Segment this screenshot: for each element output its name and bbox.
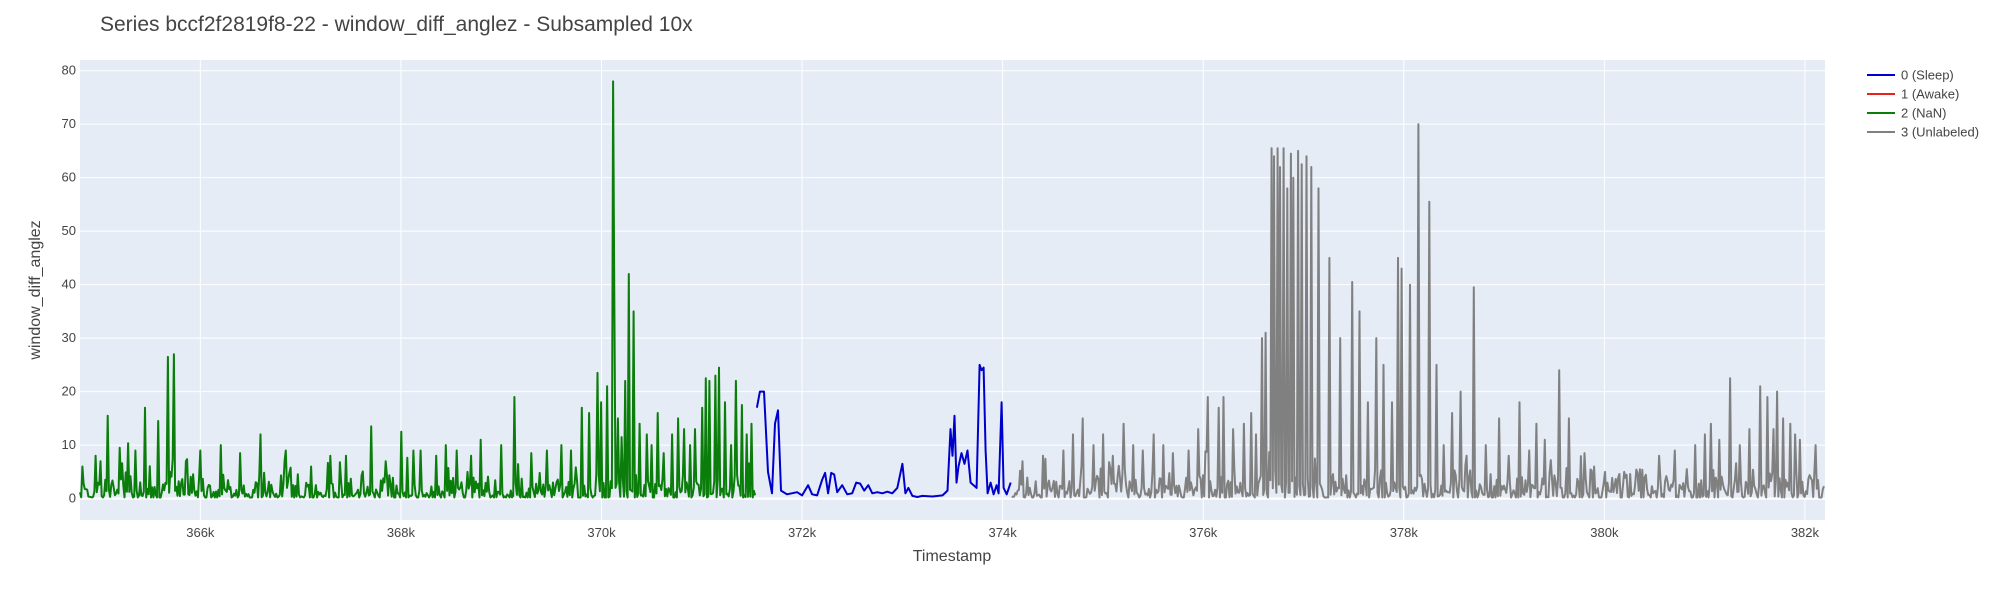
y-axis-ticks: 0 10 20 30 40 50 60 70 80 [62,63,76,506]
legend: 0 (Sleep) 1 (Awake) 2 (NaN) 3 (Unlabeled) [1867,68,1979,140]
legend-label-3[interactable]: 3 (Unlabeled) [1901,125,1979,140]
y-axis-title: window_diff_anglez [27,220,44,360]
x-tick-label: 382k [1791,525,1820,540]
legend-label-0[interactable]: 0 (Sleep) [1901,68,1954,83]
series-layer [79,80,1825,499]
x-tick-label: 366k [186,525,215,540]
legend-label-2[interactable]: 2 (NaN) [1901,106,1947,121]
x-axis-title: Timestamp [913,548,992,565]
y-tick-label: 70 [62,116,76,131]
legend-label-1[interactable]: 1 (Awake) [1901,87,1959,102]
y-tick-label: 20 [62,384,76,399]
x-tick-label: 374k [989,525,1018,540]
x-tick-label: 376k [1189,525,1218,540]
y-tick-label: 0 [69,491,76,506]
x-tick-label: 368k [387,525,416,540]
x-tick-label: 372k [788,525,817,540]
y-tick-label: 60 [62,170,76,185]
y-tick-label: 40 [62,277,76,292]
series-line-0 [755,363,1012,498]
x-axis-ticks: 366k 368k 370k 372k 374k 376k 378k 380k 382k [186,525,1819,540]
y-tick-label: 50 [62,223,76,238]
chart-title: Series bccf2f2819f8-22 - window_diff_ang… [100,13,693,36]
x-tick-label: 378k [1390,525,1419,540]
y-tick-label: 80 [62,63,76,78]
x-tick-label: 380k [1590,525,1619,540]
y-tick-label: 10 [62,437,76,452]
x-tick-label: 370k [587,525,616,540]
series-line-3 [1011,123,1825,499]
y-tick-label: 30 [62,330,76,345]
series-line-2 [79,80,757,499]
